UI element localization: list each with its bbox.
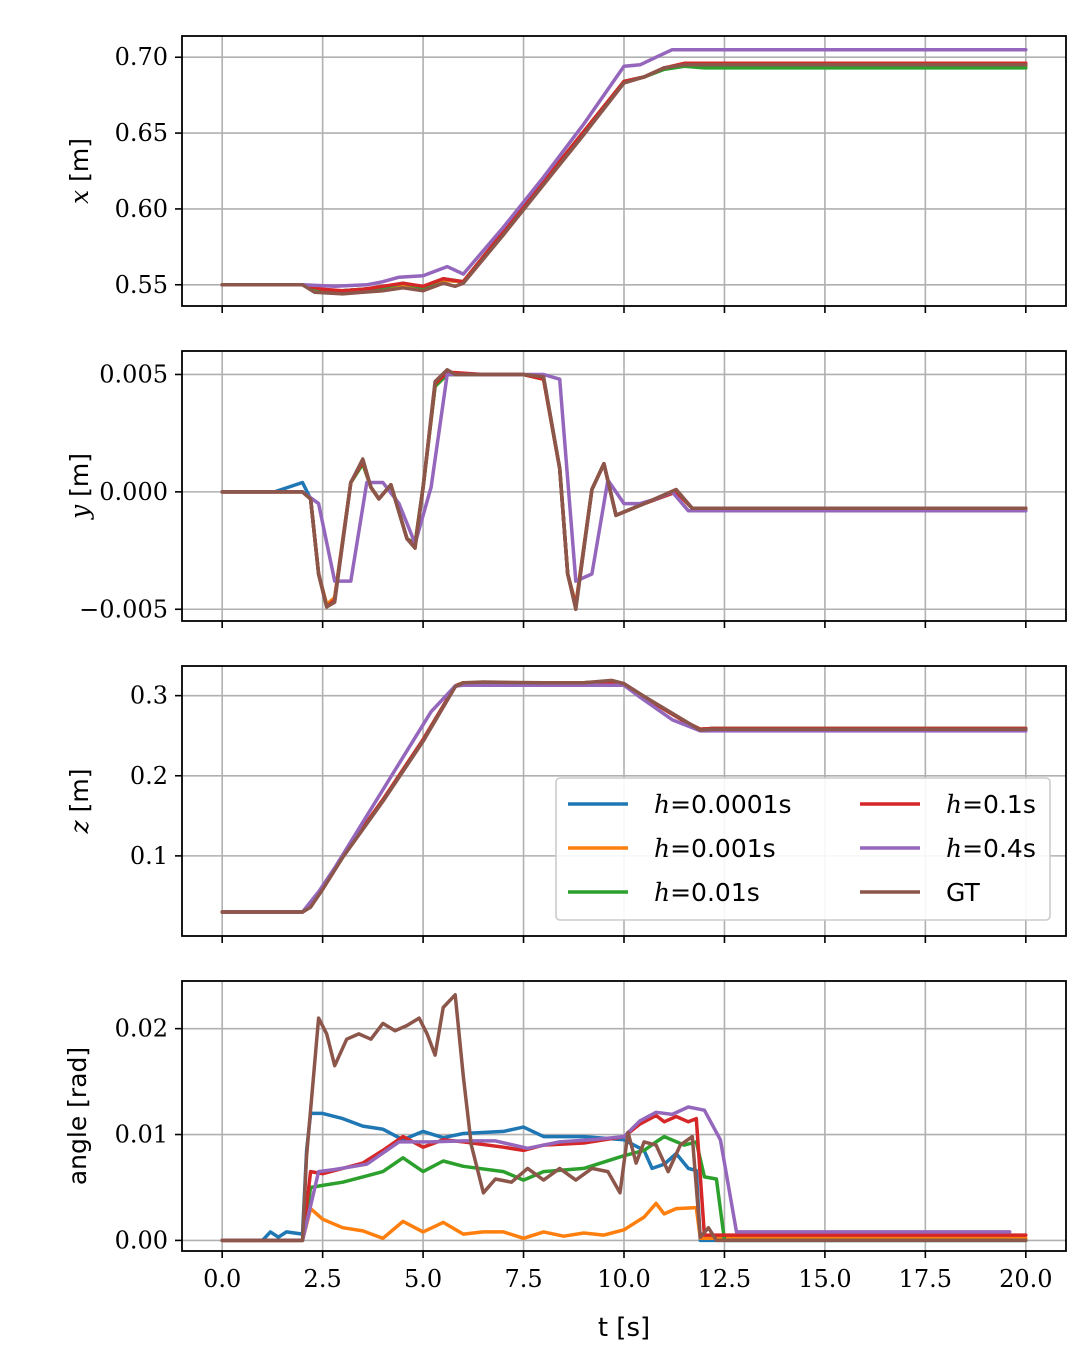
series-group xyxy=(220,678,1028,914)
y-tick-label: 0.65 xyxy=(115,119,168,147)
legend-item-h-0-4s: h=0.4s xyxy=(860,834,1036,863)
x-tick-label: 15.0 xyxy=(798,1265,851,1293)
axes-frame xyxy=(181,980,1067,1252)
x-tick-label: 17.5 xyxy=(899,1265,952,1293)
legend-label-symbol: h xyxy=(654,790,670,819)
legend-label-symbol: h xyxy=(946,834,962,863)
series-line-gt xyxy=(220,993,1028,1243)
y-tick-label: 0.55 xyxy=(115,271,168,299)
series-line-h-0-4s xyxy=(220,1105,1012,1243)
y-axis-label: angle [rad] xyxy=(63,1047,92,1185)
y-tick-label: 0.70 xyxy=(115,43,168,71)
subplot-angle: 0.0 2.5 5.0 7.5 10.0 12.5 15.0 17.5 20.0 0.00 0.01… xyxy=(63,980,1067,1293)
series-group xyxy=(220,368,1028,612)
legend-item-h-0-0001s: h=0.0001s xyxy=(568,790,792,819)
y-axis-label-unit: [m] xyxy=(65,453,94,505)
y-tick-label: 0.60 xyxy=(115,195,168,223)
legend-box xyxy=(555,777,1051,921)
legend-label-symbol: h xyxy=(654,878,670,907)
y-axis-label: z [m] xyxy=(65,769,94,835)
y-tick-label: 0.1 xyxy=(130,842,168,870)
y-axis-label-unit: [m] xyxy=(65,138,94,190)
legend-label-text: =0.4s xyxy=(962,834,1036,863)
y-axis-label: y [m] xyxy=(65,453,94,520)
y-axis-label: x [m] xyxy=(65,138,94,204)
y-axis-label-unit: [m] xyxy=(65,769,94,821)
legend-label: h=0.001s xyxy=(654,834,776,863)
series-line-h-0-001s xyxy=(220,1201,1028,1243)
x-tick-label: 0.0 xyxy=(203,1265,241,1293)
legend-label: h=0.01s xyxy=(654,878,760,907)
x-tick-label: 5.0 xyxy=(404,1265,442,1293)
y-tick-label: 0.00 xyxy=(115,1226,168,1254)
legend-label-text: =0.001s xyxy=(670,834,776,863)
y-tick-label: 0.2 xyxy=(130,762,168,790)
x-tick-label: 10.0 xyxy=(597,1265,650,1293)
series-line-h-0-4s xyxy=(220,47,1028,289)
x-tick-label: 12.5 xyxy=(698,1265,751,1293)
axes-frame xyxy=(181,350,1067,622)
axes-frame xyxy=(181,665,1067,937)
axes-frame xyxy=(181,35,1067,307)
series-line-gt xyxy=(220,63,1028,296)
series-group xyxy=(220,47,1028,296)
legend-label-text: =0.1s xyxy=(962,790,1036,819)
y-axis-label-unit: angle [rad] xyxy=(63,1047,92,1185)
y-tick-label: 0.000 xyxy=(99,478,168,506)
x-tick-label: 20.0 xyxy=(999,1265,1052,1293)
y-axis-label-symbol: y xyxy=(65,504,94,520)
legend-item-h-0-1s: h=0.1s xyxy=(860,790,1036,819)
legend-label-symbol: h xyxy=(946,790,962,819)
legend-label-symbol: h xyxy=(654,834,670,863)
series-line-gt xyxy=(220,678,1028,914)
subplot-x-position: 0.55 0.60 0.65 0.70 x [m] xyxy=(65,35,1067,313)
legend-label: GT xyxy=(946,878,980,907)
series-line-h-0-0001s xyxy=(220,1111,1028,1243)
legend-label-text: GT xyxy=(946,878,980,907)
legend-label: h=0.0001s xyxy=(654,790,792,819)
legend-item-h-0-001s: h=0.001s xyxy=(568,834,776,863)
x-tick-label: 7.5 xyxy=(504,1265,542,1293)
y-tick-label: 0.02 xyxy=(115,1015,168,1043)
y-tick-label: −0.005 xyxy=(79,595,168,623)
x-tick-label: 2.5 xyxy=(304,1265,342,1293)
series-group xyxy=(220,993,1028,1243)
legend-label: h=0.4s xyxy=(946,834,1036,863)
legend-label: h=0.1s xyxy=(946,790,1036,819)
legend-item-h-0-01s: h=0.01s xyxy=(568,878,760,907)
y-tick-label: 0.005 xyxy=(99,360,168,388)
legend-label-text: =0.0001s xyxy=(670,790,791,819)
y-tick-label: 0.01 xyxy=(115,1121,168,1149)
legend-item-gt: GT xyxy=(860,878,980,907)
subplots: 0.55 0.60 0.65 0.70 x [m] −0.005 0.000 0.005 y [… xyxy=(63,35,1067,1293)
legend-label-text: =0.01s xyxy=(670,878,760,907)
y-axis-label-symbol: z xyxy=(65,819,94,834)
series-line-gt xyxy=(220,368,1028,612)
x-axis-label: t [s] xyxy=(598,1313,650,1343)
y-axis-label-symbol: x xyxy=(65,190,94,204)
subplot-y-position: −0.005 0.000 0.005 y [m] xyxy=(65,350,1067,628)
y-tick-label: 0.3 xyxy=(130,682,168,710)
